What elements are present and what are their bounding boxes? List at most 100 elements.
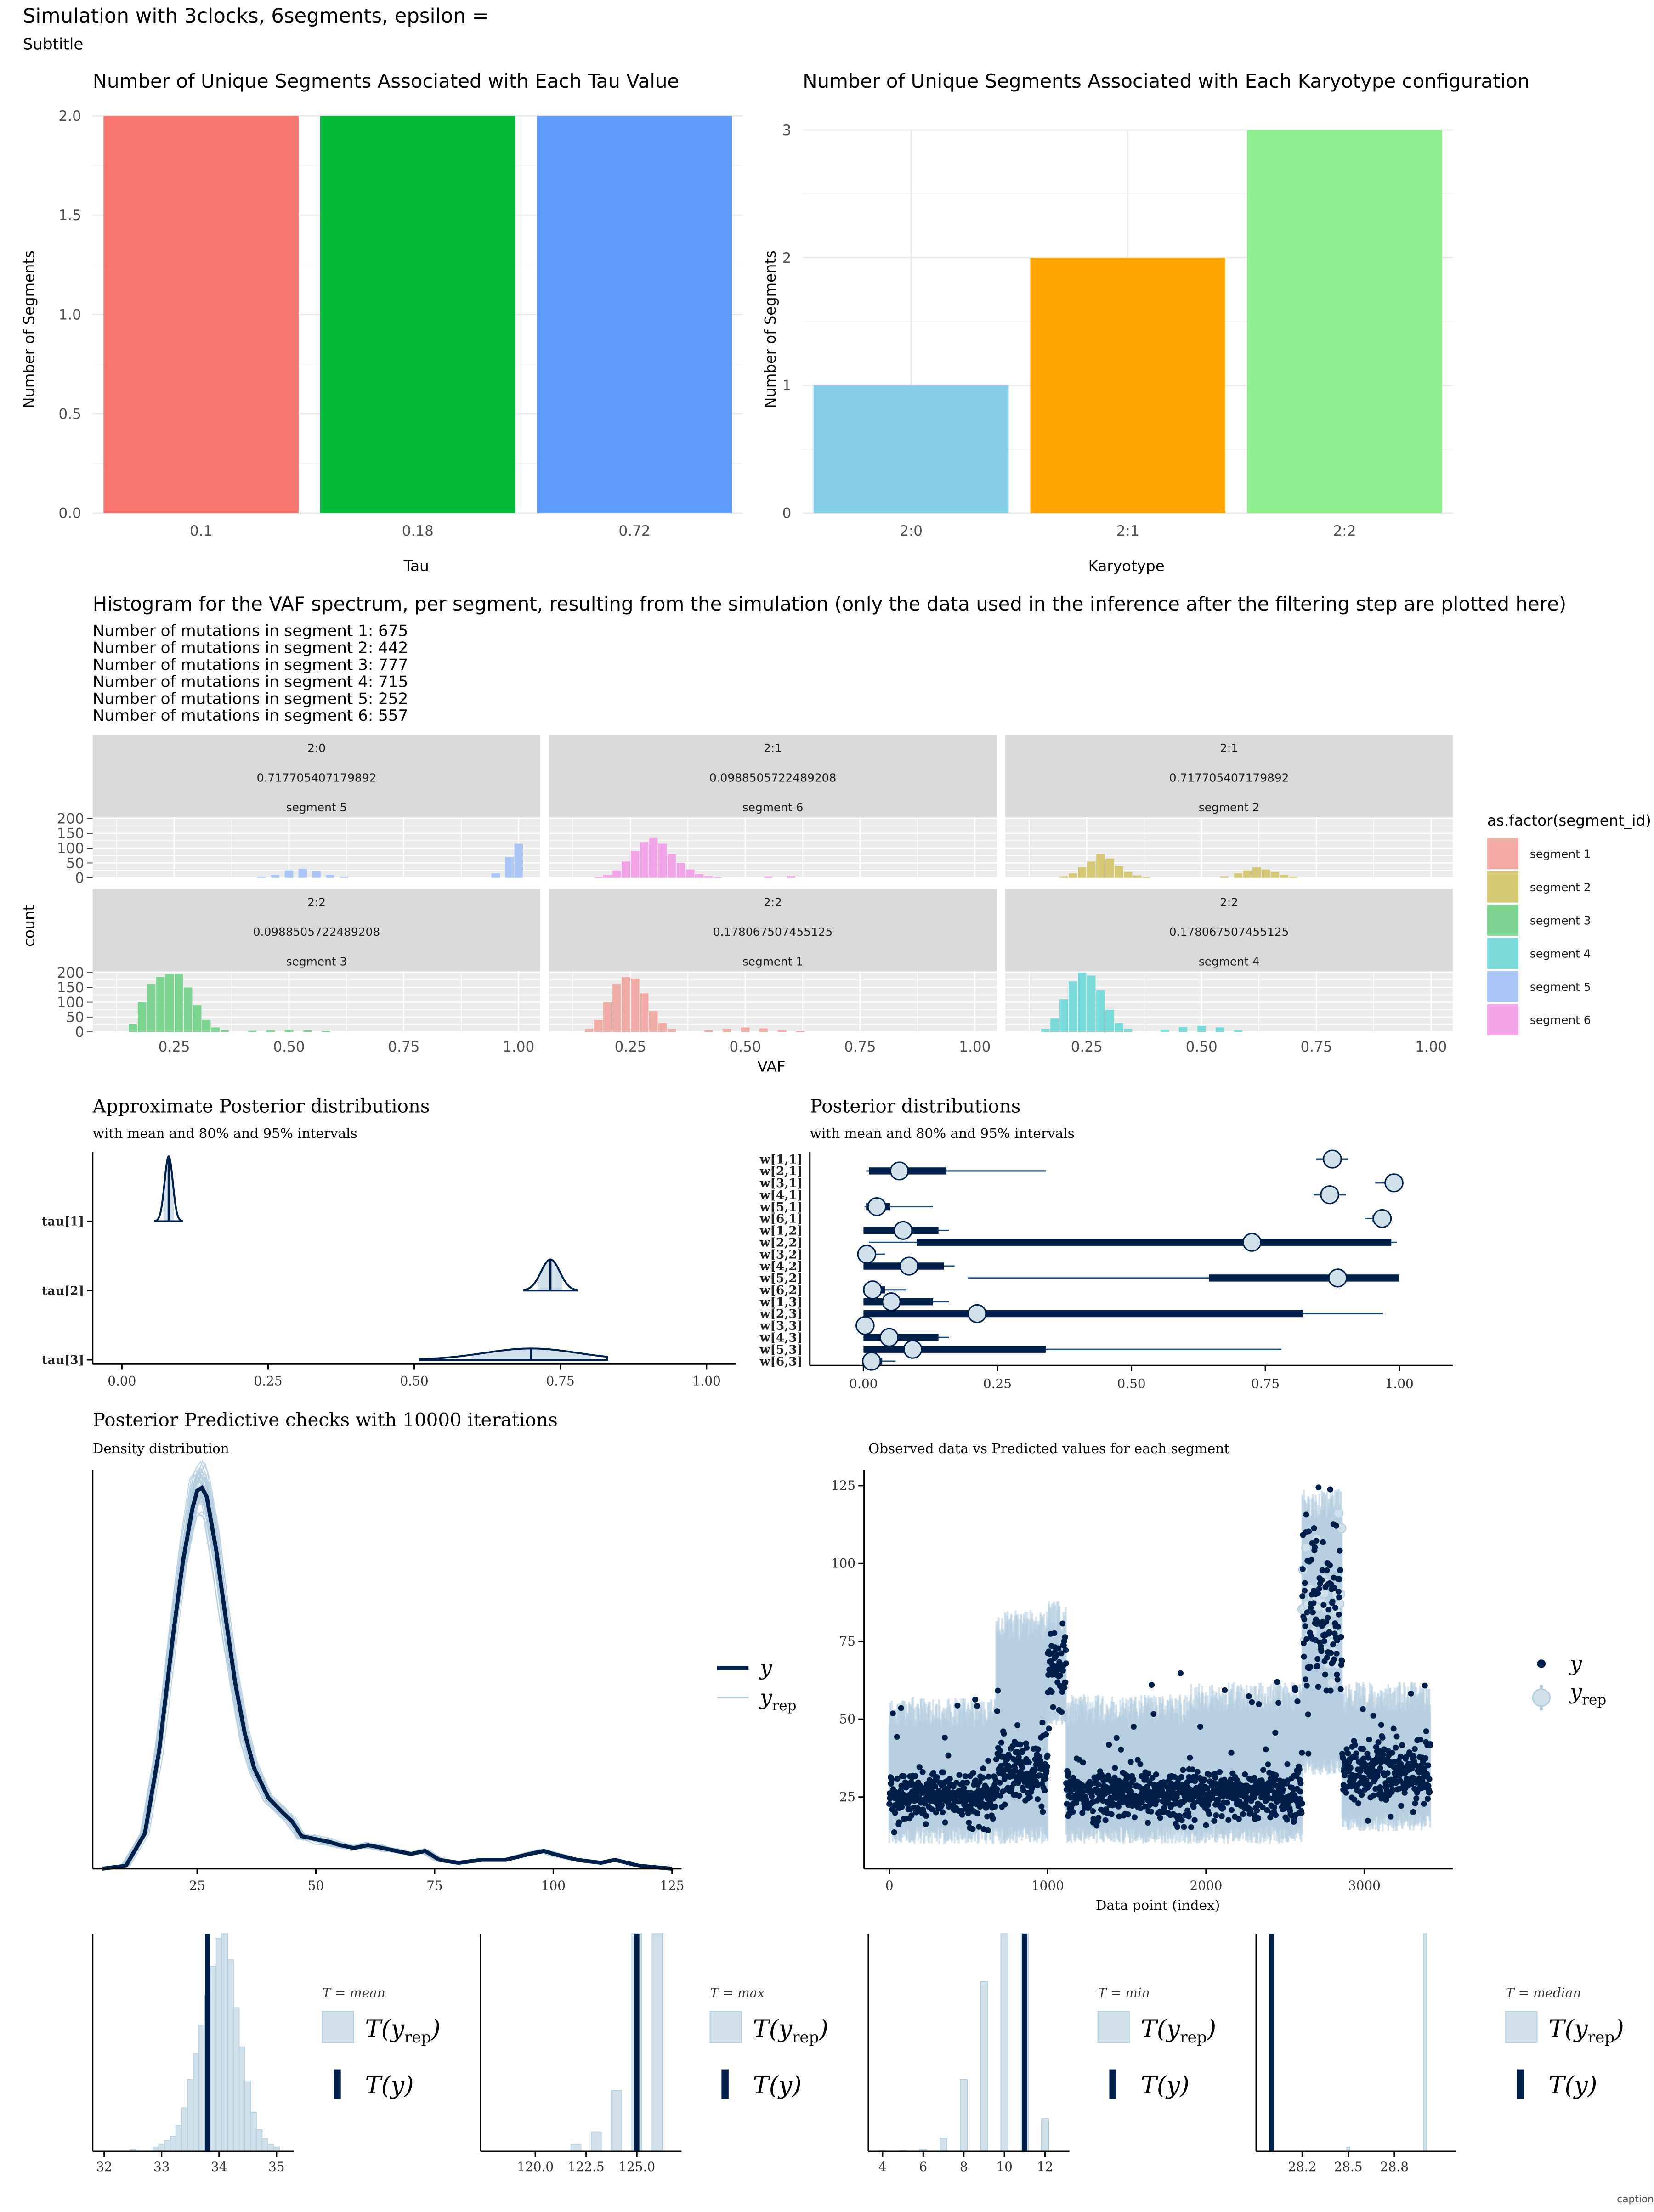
histogram-bar [303, 1030, 312, 1032]
y-point [1377, 1765, 1383, 1771]
yrep-density-line [102, 1511, 672, 1869]
histogram-bar [1059, 999, 1068, 1032]
yrep-point [1333, 1508, 1344, 1519]
histogram-bar [193, 1005, 202, 1032]
y-point [1410, 1809, 1416, 1815]
stat-histogram-bar [210, 1966, 217, 2152]
y-point [1337, 1547, 1343, 1554]
y-point [1327, 1486, 1333, 1493]
stat-histogram-bar [181, 2107, 188, 2152]
y-point [1384, 1770, 1391, 1776]
legend-observed-label: T(y) [753, 2071, 802, 2099]
x-tick-label: 100 [541, 1878, 566, 1893]
x-tick-label: 0.25 [159, 1039, 190, 1055]
y-point [1337, 1686, 1344, 1692]
y-point [1331, 1656, 1337, 1663]
y-point [1427, 1741, 1433, 1747]
x-tick-label: 2000 [1190, 1878, 1222, 1893]
y-point [1035, 1796, 1041, 1802]
y-tick-label: 150 [57, 979, 84, 996]
y-point [1305, 1750, 1312, 1757]
facet-strip [1005, 889, 1453, 971]
y-tick-label: 75 [839, 1634, 856, 1649]
y-point [1242, 1771, 1248, 1777]
param-label: w[2,3] [759, 1307, 803, 1321]
x-tick-label: 0.1 [190, 523, 212, 539]
y-point [995, 1687, 1001, 1694]
legend-rep-label: T(yrep) [1548, 2015, 1624, 2047]
y-point [1370, 1713, 1376, 1719]
y-point [1303, 1511, 1309, 1518]
y-tick-label: 2.0 [59, 108, 81, 124]
y-point [1302, 1623, 1308, 1629]
y-point [1264, 1807, 1270, 1813]
histogram-bar [505, 857, 514, 878]
stat-histogram-bar [570, 2144, 582, 2152]
y-point [1048, 1689, 1055, 1695]
vaf-x-label: VAF [757, 1058, 785, 1075]
y-point [1336, 1611, 1342, 1618]
y-point [1410, 1753, 1417, 1759]
histogram-bar [1280, 875, 1289, 878]
ppc-density-legend: y yrep [717, 1655, 796, 1714]
param-label: w[6,1] [759, 1212, 803, 1226]
legend-y-label: y [759, 1655, 772, 1680]
x-tick-label: 75 [426, 1878, 443, 1893]
legend-rep-label-sub: rep [1588, 2028, 1614, 2047]
y-point [1149, 1682, 1155, 1688]
y-point [966, 1819, 972, 1826]
x-tick-label: 28.2 [1288, 2159, 1316, 2174]
y-point [980, 1774, 986, 1781]
y-point [946, 1776, 953, 1782]
y-point [1236, 1816, 1242, 1822]
histogram-bar [594, 1020, 603, 1032]
y-point [956, 1772, 963, 1778]
y-point [1058, 1650, 1065, 1657]
y-density-line [102, 1485, 673, 1871]
point-estimate [863, 1280, 882, 1300]
y-point [974, 1703, 980, 1709]
y-point [1297, 1788, 1303, 1795]
param-label: tau[3] [42, 1353, 84, 1367]
bar [537, 116, 732, 513]
facet-strip [92, 735, 541, 817]
y-point [1125, 1811, 1131, 1817]
y-point [1182, 1797, 1188, 1804]
y-point [998, 1739, 1004, 1746]
y-point [1062, 1634, 1068, 1641]
stat-histogram-bar [244, 2081, 251, 2152]
histogram-bar [284, 1029, 294, 1032]
histogram-bar [649, 1011, 658, 1032]
stat-histogram-bar [939, 2138, 948, 2152]
histogram-bar [759, 1028, 768, 1032]
y-point [1393, 1733, 1400, 1740]
y-point [1106, 1742, 1112, 1748]
y-point [1319, 1577, 1325, 1584]
y-point [1178, 1774, 1184, 1780]
y-point [916, 1764, 923, 1771]
facet-strip-label: 2:2 [307, 895, 326, 909]
y-point [1322, 1671, 1328, 1678]
y-tick-label: 50 [66, 855, 84, 871]
y-point [1316, 1585, 1322, 1592]
bar [103, 116, 299, 513]
y-point [1389, 1786, 1396, 1793]
x-tick-label: 0.25 [983, 1376, 1012, 1392]
param-label: tau[1] [42, 1215, 84, 1229]
x-tick-label: 0.00 [849, 1376, 878, 1392]
y-point [1339, 1658, 1345, 1664]
legend-rep-swatch [322, 2011, 354, 2043]
legend-swatch [1487, 838, 1519, 870]
histogram-bar [594, 877, 603, 878]
histogram-bar [514, 843, 523, 878]
y-point [1413, 1795, 1420, 1802]
y-tick-label: 1.0 [59, 306, 81, 323]
y-point [1324, 1654, 1330, 1661]
point-estimate [867, 1197, 887, 1216]
stat-legend-title: T = mean [322, 1986, 385, 2001]
y-point [1303, 1676, 1309, 1683]
x-tick-label: 4 [878, 2159, 887, 2174]
stat-histogram-bar [176, 2125, 182, 2152]
